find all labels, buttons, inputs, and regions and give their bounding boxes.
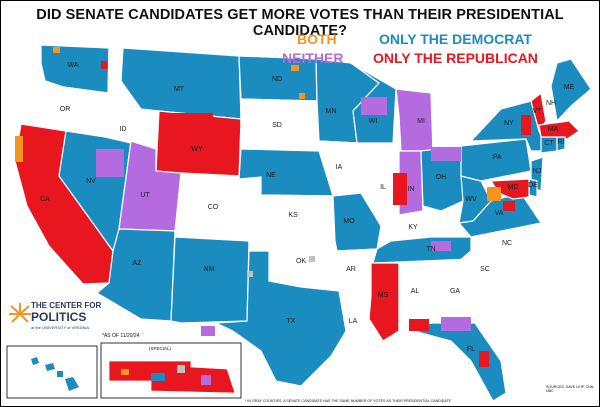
state-label-mn: MN <box>326 108 337 115</box>
state-label-nm: NM <box>204 266 215 273</box>
state-label-ky: KY <box>408 224 418 231</box>
legend-only-democrat: ONLY THE DEMOCRAT <box>379 31 532 47</box>
state-label-md: MD <box>508 184 519 191</box>
state-label-sc: SC <box>480 266 490 273</box>
logo-text-line3: at the UNIVERSITY of VIRGINIA <box>31 325 90 330</box>
state-label-il: IL <box>380 184 386 191</box>
state-label-wy: WY <box>191 146 203 153</box>
state-label-mt: MT <box>174 86 185 93</box>
state-georgia <box>428 260 480 324</box>
county-patch <box>479 351 489 367</box>
state-label-id: ID <box>120 126 127 133</box>
nebraska-special-inset <box>100 342 242 399</box>
state-label-ne: NE <box>266 172 276 179</box>
county-patch <box>361 97 387 115</box>
state-label-nv: NV <box>86 178 96 185</box>
state-label-oh: OH <box>436 174 447 181</box>
county-patch <box>431 241 451 251</box>
county-patch <box>183 123 209 143</box>
state-florida <box>403 322 507 402</box>
county-patch <box>96 149 124 177</box>
legend-neither: NEITHER <box>282 50 344 66</box>
state-label-ct: CT <box>544 140 554 147</box>
county-patch <box>247 271 253 277</box>
state-label-wi: WI <box>369 118 378 125</box>
logo-text-line1: THE CENTER FOR <box>31 301 102 310</box>
state-label-nc: NC <box>502 240 512 247</box>
state-pennsylvania <box>460 138 532 182</box>
county-patch <box>201 326 215 336</box>
county-patch <box>393 173 407 205</box>
state-label-vt: VT <box>533 108 543 115</box>
state-label-ma: MA <box>548 126 559 133</box>
county-patch <box>409 319 429 331</box>
state-label-or: OR <box>60 106 71 113</box>
state-label-nj: NJ <box>533 168 542 175</box>
state-label-ks: KS <box>288 212 298 219</box>
county-patch <box>291 65 299 71</box>
sources: SOURCES: DAVE LEIP, CNN, NBC <box>546 385 595 393</box>
state-rhode-island <box>556 136 566 152</box>
special-election-label: (SPECIAL) <box>149 346 172 351</box>
state-label-ia: IA <box>336 164 343 171</box>
map-title: DID SENATE CANDIDATES GET MORE VOTES THA… <box>36 7 564 39</box>
state-label-in: IN <box>408 186 415 193</box>
state-illinois <box>360 142 400 232</box>
county-detail <box>15 47 531 367</box>
county-patch <box>15 136 23 162</box>
state-label-ca: CA <box>40 196 50 203</box>
as-of-date: *AS OF 11/20/24 <box>102 333 140 339</box>
county-patch <box>71 149 79 163</box>
state-label-ut: UT <box>140 192 150 199</box>
state-label-tx: TX <box>287 318 296 325</box>
state-label-sd: SD <box>272 122 282 129</box>
legend-only-republican: ONLY THE REPUBLICAN <box>373 50 538 66</box>
state-texas <box>215 250 347 387</box>
state-label-pa: PA <box>493 154 502 161</box>
state-label-al: AL <box>411 288 420 295</box>
state-label-co: CO <box>208 204 219 211</box>
county-patch <box>101 61 107 69</box>
state-label-ri: RI <box>558 139 565 146</box>
hawaii-inset <box>6 345 98 399</box>
county-patch <box>309 256 315 262</box>
state-label-wv: WV <box>465 196 477 203</box>
state-label-mi: MI <box>417 118 425 125</box>
state-label-wa: WA <box>67 62 78 69</box>
legend-both: BOTH <box>297 31 337 47</box>
county-patch <box>299 93 305 99</box>
state-label-fl: FL <box>467 346 475 353</box>
state-label-de: DE <box>528 182 538 189</box>
county-patch <box>487 187 501 201</box>
state-label-tn: TN <box>426 246 435 253</box>
state-label-az: AZ <box>133 260 143 267</box>
county-patch <box>431 147 461 161</box>
state-label-va: VA <box>495 210 504 217</box>
state-ohio <box>420 145 464 212</box>
state-label-ny: NY <box>504 120 514 127</box>
state-label-ms: MS <box>378 292 389 299</box>
county-patch <box>521 115 531 135</box>
state-label-nd: ND <box>272 76 282 83</box>
county-patch <box>503 201 515 211</box>
state-new-mexico <box>170 236 250 324</box>
state-label-ar: AR <box>346 266 356 273</box>
footnote: * IN GRAY COUNTIES, A SENATE CANDIDATE H… <box>245 399 452 403</box>
state-massachusetts <box>538 120 580 140</box>
county-patch <box>53 47 60 53</box>
state-label-ok: OK <box>296 258 306 265</box>
state-label-ga: GA <box>450 288 460 295</box>
state-label-nh: NH <box>546 100 556 107</box>
state-label-mo: MO <box>343 218 355 225</box>
logo-text-line2: POLITICS <box>31 310 87 324</box>
county-patch <box>441 317 471 331</box>
state-label-me: ME <box>564 84 575 91</box>
state-label-la: LA <box>349 318 358 325</box>
sunburst-logo-icon <box>9 303 31 323</box>
state-maine <box>550 58 592 123</box>
state-north-carolina <box>457 225 550 262</box>
state-michigan <box>395 88 434 152</box>
